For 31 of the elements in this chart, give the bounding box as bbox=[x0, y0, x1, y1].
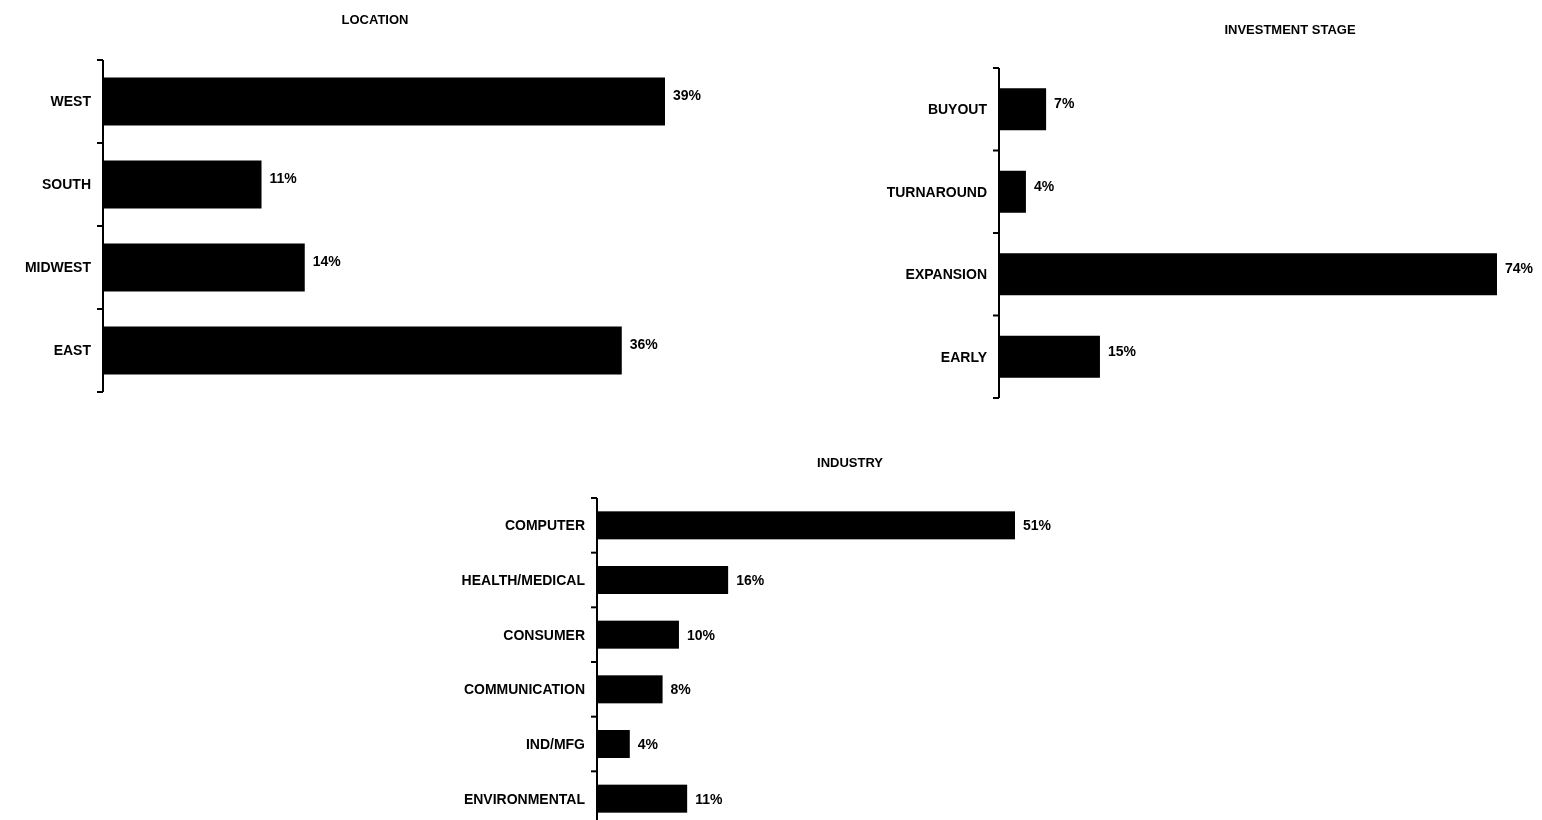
data-label: 8% bbox=[670, 681, 692, 698]
y-tick-label: SOUTH bbox=[42, 176, 91, 193]
y-tick-label: CONSUMER bbox=[503, 626, 585, 643]
data-label: 11% bbox=[269, 170, 298, 187]
y-tick-label: ENVIRONMENTAL bbox=[463, 790, 586, 807]
data-label: 10% bbox=[686, 626, 716, 643]
y-tick-label: EXPANSION bbox=[905, 266, 987, 283]
data-label: 36% bbox=[629, 336, 659, 353]
data-label: 51% bbox=[1023, 517, 1052, 534]
y-tick-label: BUYOUT bbox=[927, 101, 988, 118]
y-tick-label: COMMUNICATION bbox=[463, 681, 585, 698]
chart-title: LOCATION bbox=[341, 12, 409, 27]
y-tick-label: EAST bbox=[53, 342, 92, 359]
data-label: 14% bbox=[312, 253, 342, 270]
chart-title: INVESTMENT STAGE bbox=[1224, 22, 1356, 37]
data-label: 4% bbox=[637, 735, 659, 752]
y-tick-label: EARLY bbox=[940, 348, 988, 365]
y-tick-label: IND/MFG bbox=[525, 735, 586, 752]
y-tick-label: COMPUTER bbox=[504, 517, 585, 534]
y-tick-label: WEST bbox=[50, 93, 92, 110]
chart-title: INDUSTRY bbox=[817, 455, 884, 470]
y-tick-label: TURNAROUND bbox=[886, 183, 987, 200]
data-label: 4% bbox=[1033, 177, 1055, 194]
data-label: 39% bbox=[673, 87, 702, 104]
data-label: 11% bbox=[695, 790, 723, 807]
y-tick-label: HEALTH/MEDICAL bbox=[461, 571, 586, 588]
data-label: 7% bbox=[1054, 95, 1075, 112]
data-label: 16% bbox=[736, 571, 765, 588]
y-tick-label: MIDWEST bbox=[24, 259, 92, 276]
data-label: 74% bbox=[1505, 260, 1534, 277]
data-label: 15% bbox=[1107, 342, 1137, 359]
